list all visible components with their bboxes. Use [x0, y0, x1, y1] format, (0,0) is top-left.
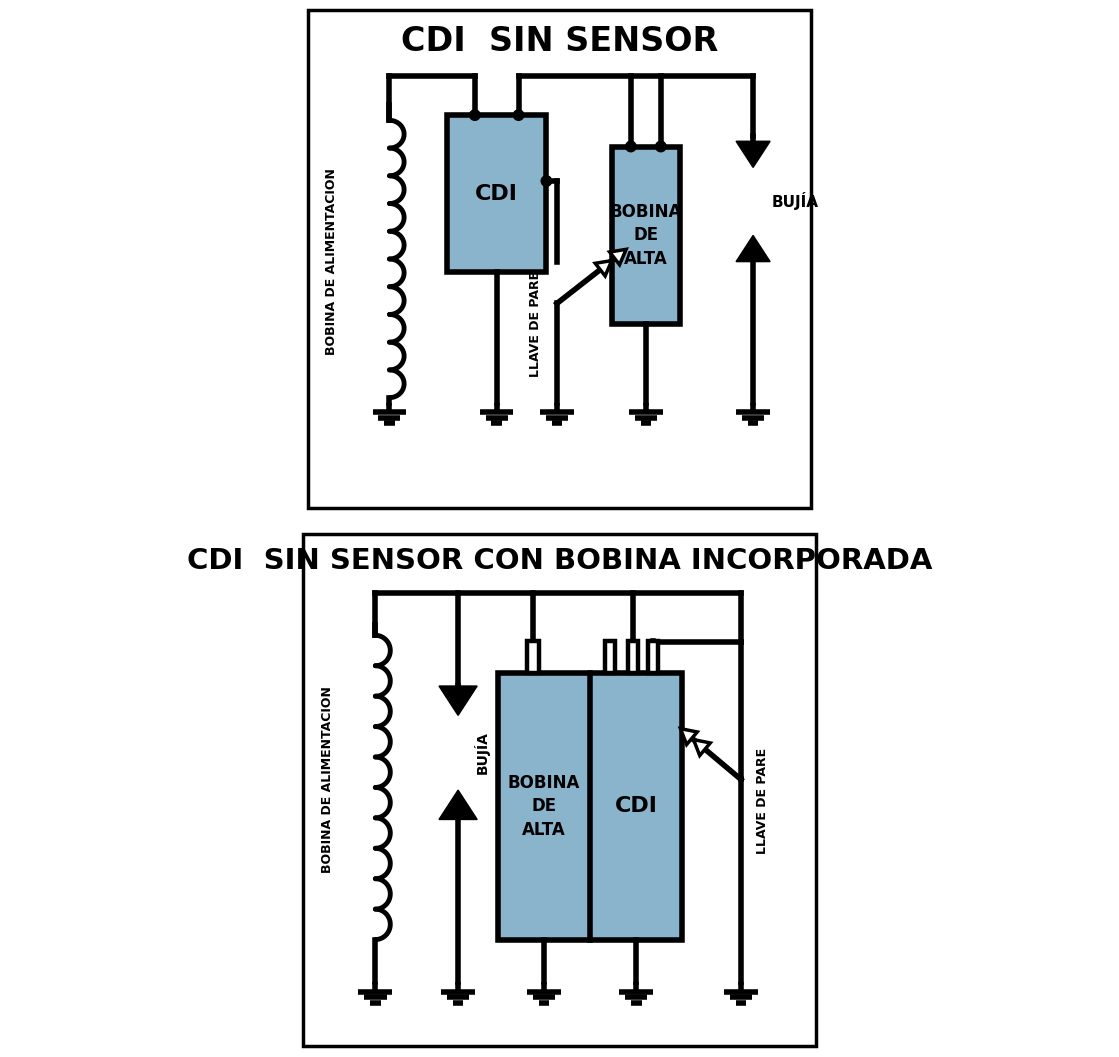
Text: LLAVE DE PARE: LLAVE DE PARE — [755, 747, 769, 854]
Polygon shape — [736, 142, 770, 167]
Polygon shape — [595, 261, 612, 276]
Circle shape — [542, 175, 552, 186]
Text: CDI  SIN SENSOR CON BOBINA INCORPORADA: CDI SIN SENSOR CON BOBINA INCORPORADA — [187, 546, 932, 575]
Text: LLAVE DE PARE: LLAVE DE PARE — [529, 272, 543, 377]
Text: BOBINA
DE
ALTA: BOBINA DE ALTA — [508, 774, 581, 838]
Bar — [612, 147, 680, 324]
Text: CDI  SIN SENSOR: CDI SIN SENSOR — [401, 25, 718, 58]
Circle shape — [626, 142, 636, 152]
Polygon shape — [736, 236, 770, 262]
Bar — [446, 115, 546, 272]
Polygon shape — [610, 249, 627, 264]
Bar — [498, 672, 683, 940]
Polygon shape — [439, 791, 477, 819]
Text: BOBINA DE ALIMENTACION: BOBINA DE ALIMENTACION — [321, 686, 333, 873]
Polygon shape — [680, 728, 697, 744]
Text: CDI: CDI — [614, 796, 658, 816]
Circle shape — [656, 142, 666, 152]
Circle shape — [514, 110, 524, 120]
Circle shape — [470, 110, 480, 120]
Polygon shape — [439, 686, 477, 716]
Text: BUJÍA: BUJÍA — [771, 192, 818, 210]
Polygon shape — [694, 740, 711, 756]
Bar — [527, 641, 539, 672]
Bar — [628, 641, 638, 672]
Text: CDI: CDI — [476, 184, 518, 204]
Bar — [605, 641, 615, 672]
Bar — [648, 641, 658, 672]
Text: BOBINA
DE
ALTA: BOBINA DE ALTA — [610, 203, 681, 268]
Text: BUJÍA: BUJÍA — [474, 731, 490, 774]
Text: BOBINA DE ALIMENTACION: BOBINA DE ALIMENTACION — [326, 168, 338, 355]
